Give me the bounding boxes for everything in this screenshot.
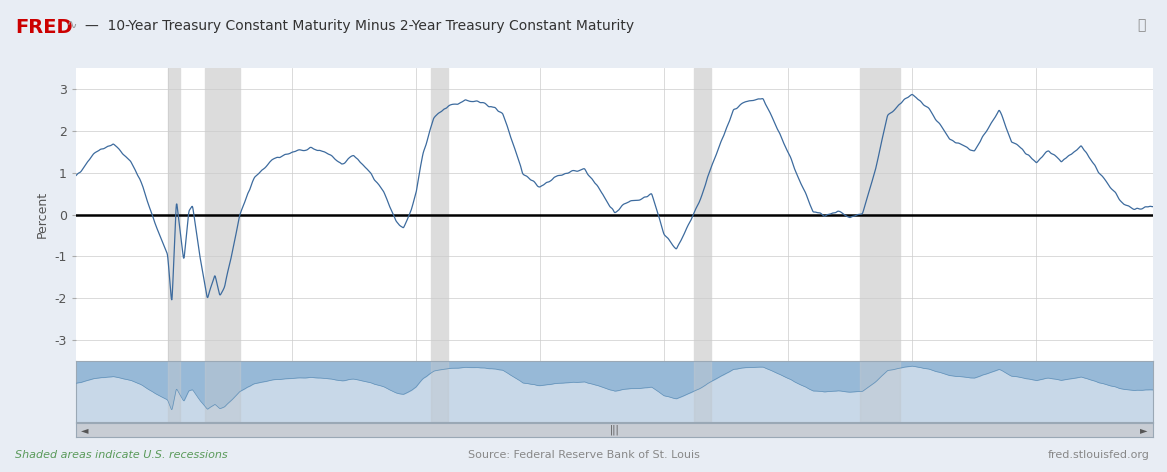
Bar [168, 68, 180, 361]
Text: ∿: ∿ [67, 19, 77, 32]
Text: ►: ► [1140, 425, 1147, 435]
Text: fred.stlouisfed.org: fred.stlouisfed.org [1048, 450, 1149, 460]
Bar [205, 68, 239, 361]
Text: —  10-Year Treasury Constant Maturity Minus 2-Year Treasury Constant Maturity: — 10-Year Treasury Constant Maturity Min… [85, 19, 635, 33]
Bar [860, 361, 900, 422]
Text: ⤢: ⤢ [1138, 18, 1146, 32]
Text: Source: Federal Reserve Bank of St. Louis: Source: Federal Reserve Bank of St. Loui… [468, 450, 699, 460]
Text: ◄: ◄ [82, 425, 89, 435]
Bar [860, 68, 900, 361]
Bar [168, 361, 180, 422]
Bar [205, 361, 239, 422]
Bar [431, 68, 448, 361]
Text: |||: ||| [609, 425, 620, 435]
Text: Shaded areas indicate U.S. recessions: Shaded areas indicate U.S. recessions [15, 450, 228, 460]
Text: FRED: FRED [15, 18, 72, 37]
Bar [694, 361, 711, 422]
Y-axis label: Percent: Percent [36, 191, 49, 238]
Bar [431, 361, 448, 422]
Bar [694, 68, 711, 361]
